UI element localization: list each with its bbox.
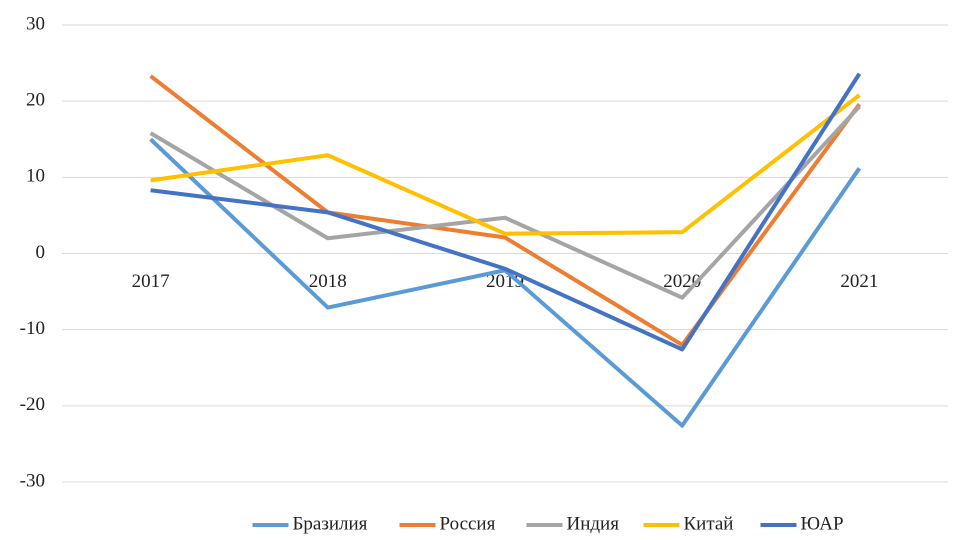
y-tick-label: -20 [20, 394, 45, 415]
x-tick-label: 2017 [132, 271, 170, 292]
y-tick-label: 30 [26, 13, 45, 34]
series-line [150, 93, 861, 236]
legend-label: Россия [440, 513, 496, 534]
legend-label: Бразилия [293, 513, 368, 534]
x-tick-label: 2021 [840, 271, 878, 292]
y-tick-label: 0 [36, 242, 46, 263]
y-tick-label: -30 [20, 470, 45, 491]
legend-label: Индия [567, 513, 620, 534]
y-tick-label: 20 [26, 90, 45, 111]
series-line [149, 74, 862, 347]
y-tick-label: 10 [26, 166, 45, 187]
legend-label: ЮАР [801, 513, 844, 534]
x-tick-label: 2018 [309, 271, 347, 292]
y-tick-label: -10 [20, 318, 45, 339]
legend-label: Китай [684, 513, 734, 534]
series-line [150, 72, 862, 352]
